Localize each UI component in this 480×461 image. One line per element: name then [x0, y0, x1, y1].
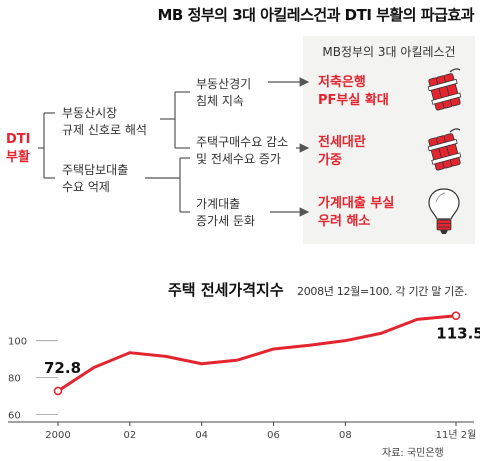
- x-tick-label: 11년 2월: [436, 429, 477, 441]
- x-tick-label: 06: [267, 430, 280, 441]
- lightbulb-icon: [428, 188, 460, 234]
- series-line: [57, 314, 457, 393]
- y-tick-label: 100: [8, 337, 27, 348]
- leaf-real-estate: 부동산경기 침체 지속: [196, 77, 252, 108]
- outcome-loan-relief: 가계대출 부실 우려 해소: [318, 196, 395, 229]
- leaf-purchase-demand: 주택구매수요 감소 및 전세수요 증가: [196, 135, 289, 166]
- data-point-marker: [53, 386, 63, 396]
- x-tick-label: 04: [195, 430, 208, 441]
- source-note: 자료: 국민은행: [382, 448, 444, 459]
- leaf-household-loans: 가계대출 증가세 둔화: [196, 197, 256, 228]
- branch-regulation-signal: 부동산시장 규제 신호로 해석: [62, 106, 147, 137]
- outcome-jeonse-crisis: 전세대란 가중: [318, 135, 366, 168]
- line-chart: 60 80 100 2000 02 04 06 08 11년 2월 72.8 113.5: [8, 311, 480, 441]
- data-label: 72.8: [44, 359, 81, 377]
- dynamite-icon: [427, 128, 462, 171]
- y-tick-label: 60: [8, 411, 21, 422]
- x-tick-label: 08: [339, 430, 352, 441]
- y-tick-label: 80: [8, 374, 21, 385]
- chart-subtitle: 2008년 12월=100. 각 기간 말 기준.: [297, 285, 468, 298]
- dynamite-icon: [427, 68, 462, 111]
- outcome-savings-bank: 저축은행 PF부실 확대: [318, 75, 389, 108]
- x-tick-label: 02: [123, 430, 136, 441]
- panel-title: MB정부의 3대 아킬레스건: [322, 45, 456, 59]
- flow-connectors: [38, 77, 310, 217]
- x-tick-label: 2000: [45, 430, 70, 441]
- headline: MB 정부의 3대 아킬레스건과 DTI 부활의 파급효과: [157, 6, 475, 24]
- chart-title: 주택 전세가격지수: [168, 281, 284, 299]
- branch-loan-demand: 주택담보대출 수요 억제: [62, 163, 129, 194]
- data-label: 113.5: [436, 325, 480, 343]
- root-node-dti: DTI 부활: [6, 132, 31, 165]
- data-point-marker: [451, 311, 461, 321]
